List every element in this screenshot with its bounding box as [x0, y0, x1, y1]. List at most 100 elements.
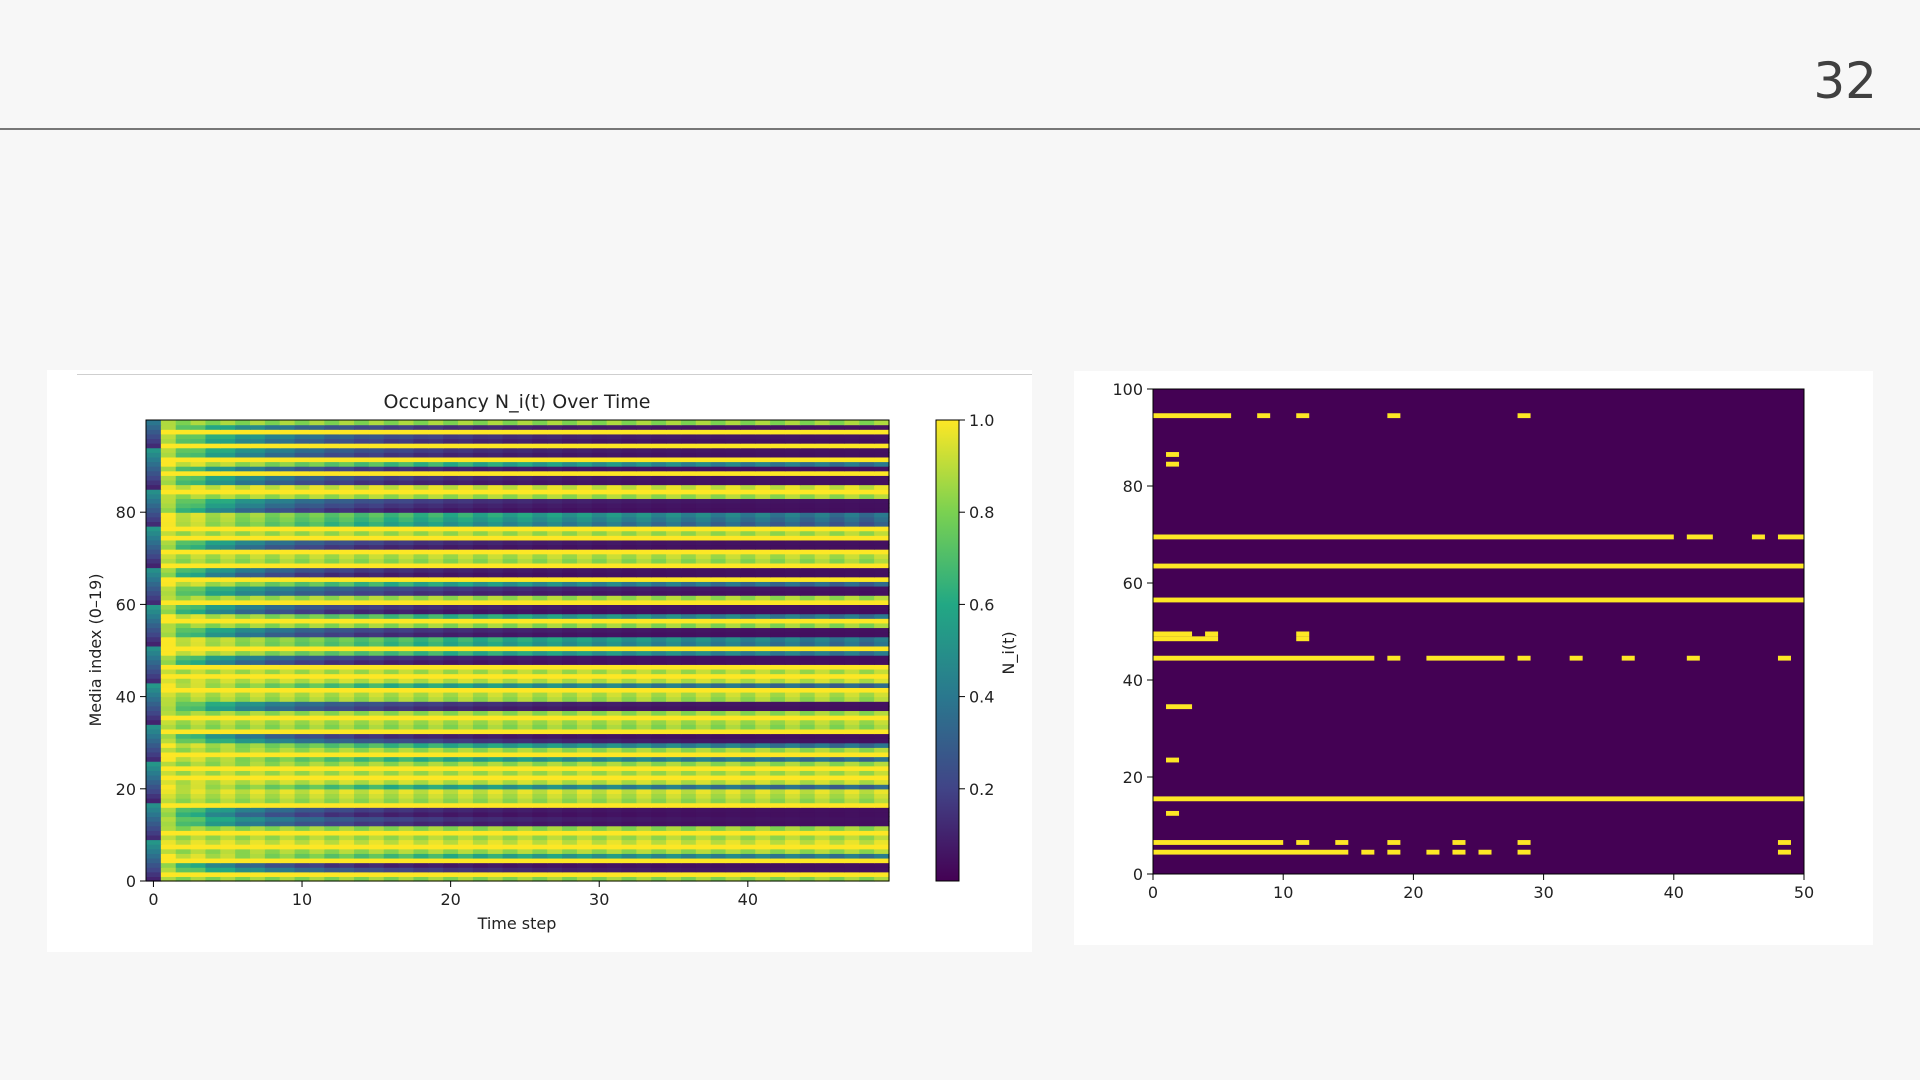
heatmap-cell: [755, 788, 771, 795]
heatmap-cell: [160, 848, 177, 854]
heatmap-cell: [472, 719, 489, 725]
heatmap-cell: [517, 521, 533, 527]
heatmap-cell: [324, 479, 340, 486]
heatmap-cell: [770, 433, 786, 440]
heatmap-cell: [606, 420, 623, 426]
heatmap-cell: [264, 807, 281, 813]
heatmap-cell: [264, 429, 281, 435]
heatmap-cell: [428, 848, 444, 854]
heatmap-cell: [829, 668, 846, 675]
heatmap-cell: [740, 825, 756, 831]
heatmap-cell: [339, 871, 355, 877]
heatmap-cell: [695, 867, 712, 873]
heatmap-cell: [651, 484, 667, 490]
heatmap-cell: [532, 433, 548, 440]
heatmap-cell: [859, 424, 875, 430]
heatmap-cell: [279, 691, 296, 698]
heatmap-cell: [279, 590, 296, 596]
heatmap-cell: [502, 618, 519, 624]
heatmap-cell: [517, 645, 533, 652]
heatmap-cell: [324, 470, 340, 476]
heatmap-cell: [487, 576, 504, 582]
heatmap-cell: [264, 452, 281, 458]
heatmap-cell: [562, 590, 578, 596]
heatmap-cell: [695, 770, 712, 776]
heatmap-cell: [725, 479, 741, 486]
heatmap-cell: [562, 429, 578, 435]
heatmap-cell: [799, 747, 816, 753]
heatmap-cell: [324, 691, 340, 698]
heatmap-cell: [487, 466, 504, 472]
heatmap-cell: [695, 424, 712, 430]
heatmap-cell: [755, 857, 771, 864]
heatmap-cell: [680, 558, 697, 564]
heatmap-cell: [651, 673, 667, 679]
heatmap-cell: [368, 719, 385, 725]
heatmap-cell: [279, 719, 296, 725]
heatmap-cell: [354, 857, 370, 864]
heatmap-cell: [190, 636, 207, 642]
heatmap-cell: [205, 558, 221, 564]
heatmap-cell: [383, 622, 400, 629]
heatmap-cell: [591, 539, 608, 546]
heatmap-cell: [175, 424, 192, 430]
heatmap-cell: [160, 821, 177, 827]
heatmap-cell: [339, 526, 355, 532]
heatmap-cell: [264, 844, 281, 850]
heatmap-cell: [799, 857, 816, 864]
heatmap-cell: [547, 502, 563, 509]
heatmap-cell: [339, 558, 355, 564]
heatmap-cell: [250, 590, 266, 596]
heatmap-cell: [339, 512, 355, 518]
heatmap-cell: [576, 664, 593, 670]
heatmap-cell: [710, 539, 727, 546]
heatmap-cell: [487, 738, 504, 744]
heatmap-cell: [250, 645, 266, 652]
heatmap-cell: [621, 848, 637, 854]
heatmap-cell: [220, 761, 236, 767]
heatmap-cell: [517, 664, 533, 670]
heatmap-cell: [844, 645, 860, 652]
heatmap-cell: [146, 530, 162, 536]
heatmap-cell: [770, 862, 786, 868]
heatmap-cell: [740, 489, 756, 495]
heatmap-cell: [829, 751, 846, 758]
heatmap-cell: [725, 742, 741, 748]
heatmap-cell: [784, 724, 801, 730]
heatmap-cell: [755, 871, 771, 877]
heatmap-cell: [146, 719, 162, 725]
heatmap-cell: [383, 516, 400, 523]
heatmap-cell: [562, 595, 578, 601]
heatmap-cell: [279, 479, 296, 486]
heatmap-cell: [562, 821, 578, 827]
heatmap-cell: [368, 871, 385, 877]
heatmap-cell: [428, 844, 444, 850]
heatmap-cell: [146, 466, 162, 472]
heatmap-cell: [190, 549, 207, 555]
heatmap-cell: [413, 747, 429, 753]
heatmap-cell: [354, 834, 370, 841]
heatmap-cell: [220, 512, 236, 518]
heatmap-cell: [250, 595, 266, 601]
heatmap-cell: [309, 733, 325, 739]
heatmap-cell: [710, 576, 727, 582]
heatmap-cell: [339, 756, 355, 762]
heatmap-cell: [770, 572, 786, 578]
heatmap-cell: [264, 668, 281, 675]
heatmap-cell: [160, 742, 177, 748]
heatmap-cell: [814, 738, 831, 744]
heatmap-cell: [339, 751, 355, 758]
heatmap-cell: [294, 590, 311, 596]
heatmap-cell: [428, 867, 444, 873]
heatmap-cell: [487, 562, 504, 569]
heatmap-cell: [250, 585, 266, 592]
heatmap-cell: [844, 604, 860, 610]
heatmap-cell: [443, 770, 459, 776]
heatmap-cell: [279, 687, 296, 693]
heatmap-cell: [413, 719, 429, 725]
heatmap-cell: [651, 779, 667, 785]
heatmap-cell: [324, 535, 340, 541]
heatmap-cell: [770, 853, 786, 859]
heatmap-cell: [695, 802, 712, 808]
heatmap-cell: [324, 738, 340, 744]
